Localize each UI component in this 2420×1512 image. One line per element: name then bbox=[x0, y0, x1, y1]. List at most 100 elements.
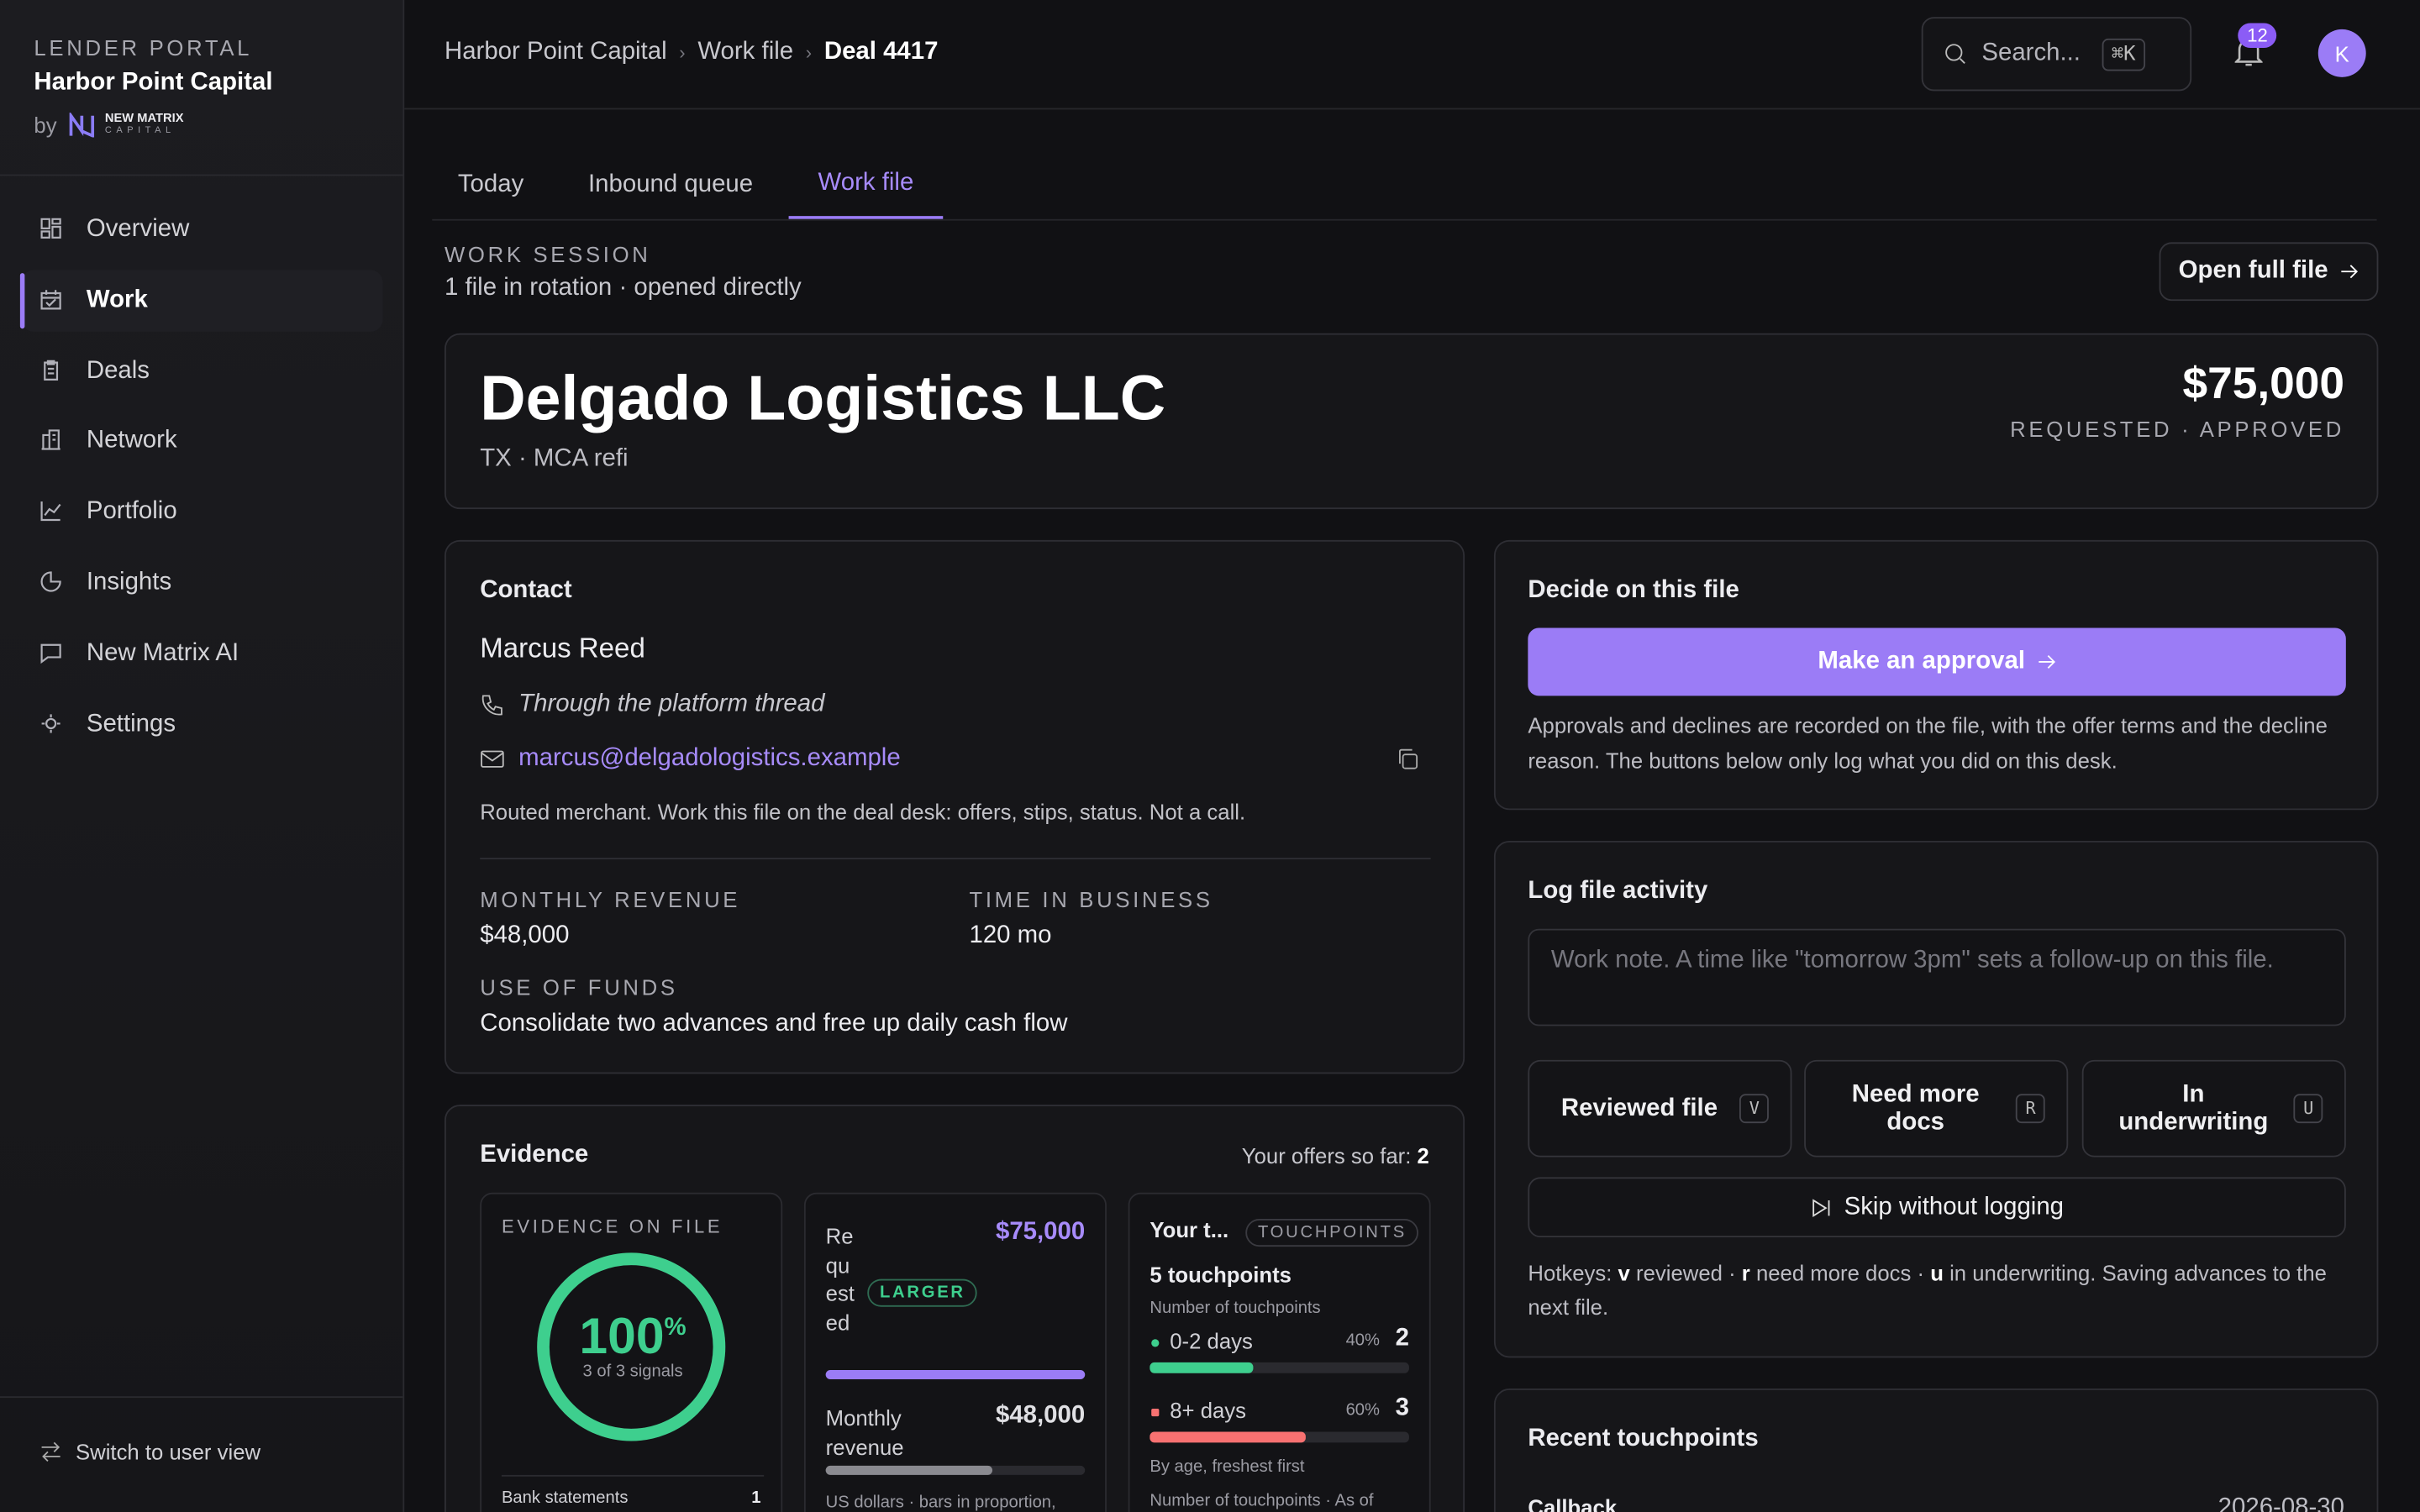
revenue-bar bbox=[825, 1465, 992, 1475]
percent-value: 100 bbox=[579, 1306, 665, 1364]
bar-track bbox=[825, 1370, 1086, 1380]
bar-track bbox=[1150, 1362, 1409, 1373]
session-detail: 1 file in rotation · opened directly bbox=[444, 274, 802, 302]
contact-note: Routed merchant. Work this file on the d… bbox=[480, 799, 1246, 824]
icon-path bbox=[41, 713, 60, 732]
icon-path bbox=[40, 289, 61, 310]
icon-path bbox=[40, 501, 61, 522]
search[interactable]: Search... ⌘K bbox=[1921, 17, 2192, 92]
touchpoint-note: By age, freshest first bbox=[1150, 1457, 1305, 1477]
touchpoint-bar bbox=[1150, 1362, 1254, 1373]
breadcrumb[interactable]: Work file bbox=[697, 38, 794, 66]
topbar-border bbox=[404, 108, 2420, 110]
contact-email[interactable]: marcus@delgadologistics.example bbox=[518, 745, 901, 772]
divider bbox=[0, 1396, 403, 1399]
row-pct: 40% bbox=[1345, 1331, 1381, 1351]
avatar[interactable]: K bbox=[2317, 29, 2366, 77]
copy-icon[interactable] bbox=[1395, 747, 1419, 771]
touchpoint-label: Callback bbox=[1528, 1494, 1618, 1512]
switch-icon bbox=[41, 1441, 60, 1462]
breadcrumb: Deal 4417 bbox=[823, 38, 939, 66]
hotkey: R bbox=[2016, 1094, 2045, 1124]
field-label: MONTHLY REVENUE bbox=[480, 887, 741, 912]
skip-button[interactable]: Skip without logging bbox=[1528, 1177, 2346, 1238]
switch-view[interactable]: Switch to user view bbox=[40, 1440, 260, 1464]
card-title: Contact bbox=[480, 576, 572, 604]
arrow bbox=[2342, 265, 2359, 279]
contact-card: Contact Marcus Reed Through the platform… bbox=[444, 539, 1465, 1074]
nav-item[interactable]: Work bbox=[19, 270, 383, 332]
field-label: USE OF FUNDS bbox=[480, 974, 678, 1000]
touchpoint-note: Number of touchpoints · As of bbox=[1150, 1492, 1374, 1511]
decide-note: Approvals and declines are recorded on t… bbox=[1528, 712, 2328, 774]
legend-dot bbox=[1151, 1408, 1160, 1417]
nav-item[interactable]: Deals bbox=[22, 340, 383, 402]
touchpoints-badge: TOUCHPOINTS bbox=[1245, 1217, 1419, 1247]
open-full-file[interactable]: Open full file bbox=[2159, 242, 2379, 302]
brand-bottom: CAPITAL bbox=[104, 126, 176, 136]
card-title: Decide on this file bbox=[1528, 576, 1739, 604]
nav-item[interactable]: Portfolio bbox=[22, 481, 383, 543]
touchpoint-sub: Number of touchpoints bbox=[1150, 1299, 1321, 1318]
nav-item[interactable]: Overview bbox=[22, 199, 383, 260]
merchant-sub: TX · MCA refi bbox=[480, 445, 629, 473]
icon-path bbox=[40, 643, 61, 664]
merchant-name: Delgado Logistics LLC bbox=[480, 362, 1166, 434]
evidence-on-file: EVIDENCE ON FILE 100% 3 of 3 signals Ban… bbox=[480, 1192, 783, 1512]
breadcrumb[interactable]: Harbor Point Capital bbox=[444, 38, 667, 66]
portal-label: LENDER PORTAL bbox=[34, 35, 253, 60]
hotkey: r bbox=[1741, 1260, 1750, 1286]
hotkey: u bbox=[1930, 1260, 1944, 1286]
tab[interactable]: Work file bbox=[788, 151, 944, 219]
field-value: Consolidate two advances and free up dai… bbox=[480, 1011, 1068, 1037]
badge: TOUCHPOINTS bbox=[1245, 1219, 1419, 1247]
decide-card: Decide on this file Make an approval App… bbox=[1493, 539, 2379, 811]
touchpoints: Your t... TOUCHPOINTS 5 touchpoints Numb… bbox=[1128, 1192, 1431, 1512]
brand-logo bbox=[69, 113, 95, 138]
work-note-input[interactable]: Work note. A time like "tomorrow 3pm" se… bbox=[1528, 928, 2346, 1026]
card-title: Recent touchpoints bbox=[1528, 1425, 1759, 1452]
tab[interactable]: Today bbox=[457, 171, 524, 198]
notification-count: 12 bbox=[2238, 23, 2277, 48]
contact-name: Marcus Reed bbox=[480, 633, 645, 664]
activity-button[interactable]: Reviewed file V bbox=[1528, 1059, 1792, 1158]
evidence-percent: 100% bbox=[481, 1306, 781, 1366]
activity-button[interactable]: In underwriting U bbox=[2081, 1059, 2346, 1158]
phone-icon bbox=[481, 695, 502, 716]
nav-label: Insights bbox=[86, 569, 172, 596]
ring-value bbox=[537, 1252, 726, 1441]
larger-badge: LARGER bbox=[867, 1278, 978, 1307]
nav-label: Portfolio bbox=[86, 498, 177, 525]
nav-label: Deals bbox=[86, 357, 150, 384]
header-card: Delgado Logistics LLC TX · MCA refi $75,… bbox=[444, 333, 2379, 510]
nav-item[interactable]: Network bbox=[22, 411, 383, 472]
nav-label: Settings bbox=[86, 710, 176, 738]
field-value: $48,000 bbox=[480, 922, 570, 949]
search-placeholder: Search... bbox=[1981, 39, 2081, 66]
nav-item[interactable]: New Matrix AI bbox=[22, 623, 383, 685]
row-label: 8+ days bbox=[1170, 1398, 1247, 1423]
field-label: TIME IN BUSINESS bbox=[969, 887, 1213, 912]
offers-label: Your offers so far: bbox=[1241, 1143, 1412, 1168]
touchpoint-date: 2026-08-30 bbox=[2217, 1494, 2345, 1512]
requested-amount: $75,000 bbox=[2182, 359, 2345, 409]
activity-button[interactable]: Need more docs R bbox=[1804, 1059, 2069, 1158]
nav-item[interactable]: Settings bbox=[22, 694, 383, 755]
make-approval[interactable]: Make an approval bbox=[1528, 627, 2346, 696]
divider bbox=[0, 174, 403, 176]
by-label: by bbox=[34, 113, 57, 138]
tab[interactable]: Inbound queue bbox=[587, 171, 754, 198]
offers-count: 2 bbox=[1417, 1143, 1429, 1168]
icon-path bbox=[40, 218, 61, 239]
session-label: WORK SESSION bbox=[444, 242, 651, 267]
nav-icon bbox=[41, 430, 60, 451]
hotkey: v bbox=[1618, 1260, 1630, 1286]
row-label: 0-2 days bbox=[1170, 1328, 1253, 1353]
row-value: 2 bbox=[1395, 1325, 1409, 1352]
crumb-separator: › bbox=[679, 41, 686, 64]
open-label: Open full file bbox=[2178, 257, 2328, 284]
field-value: 120 mo bbox=[969, 922, 1052, 949]
sidebar: LENDER PORTAL Harbor Point Capital by NE… bbox=[0, 0, 405, 1512]
revenue-value: $48,000 bbox=[995, 1402, 1086, 1429]
nav-item[interactable]: Insights bbox=[22, 553, 383, 614]
